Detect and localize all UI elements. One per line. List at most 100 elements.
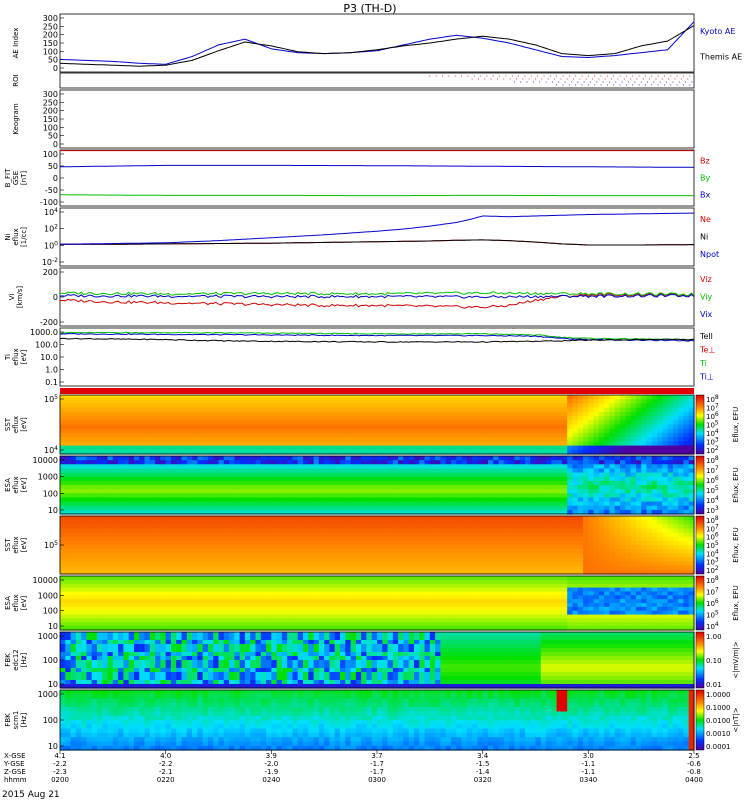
heatmap-cell — [477, 528, 484, 534]
heatmap-cell — [688, 501, 695, 507]
heatmap-cell — [614, 395, 621, 400]
heatmap-cell — [334, 456, 341, 461]
heatmap-cell — [377, 545, 383, 550]
heatmap-cell — [477, 520, 484, 525]
heatmap-cell — [223, 501, 230, 507]
heatmap-cell — [139, 565, 146, 571]
heatmap-cell — [456, 464, 463, 470]
heatmap-cell — [646, 456, 653, 461]
roi-marker — [602, 81, 604, 83]
heatmap-cell — [91, 468, 98, 474]
heatmap-cell — [313, 520, 320, 525]
heatmap-cell — [366, 407, 373, 413]
heatmap-cell — [614, 449, 621, 455]
heatmap-cell — [514, 407, 521, 413]
heatmap-cell — [155, 460, 161, 465]
heatmap-cell — [530, 545, 537, 550]
heatmap-cell — [276, 485, 283, 490]
heatmap-cell — [176, 545, 183, 550]
heatmap-cell — [133, 561, 140, 567]
heatmap-cell — [276, 561, 283, 567]
heatmap-cell — [556, 437, 563, 442]
heatmap-cell — [514, 497, 521, 503]
heatmap-cell — [546, 485, 552, 490]
heatmap-cell — [181, 464, 188, 470]
heatmap-cell — [239, 561, 246, 567]
heatmap-cell — [593, 472, 600, 478]
heatmap-cell — [181, 449, 188, 455]
y-tick-label: 50 — [48, 132, 58, 141]
heatmap-cell — [292, 480, 299, 486]
heatmap-cell — [630, 432, 637, 438]
heatmap-cell — [456, 420, 463, 426]
heatmap-cell — [572, 493, 579, 499]
heatmap-cell — [170, 565, 177, 571]
heatmap-cell — [350, 456, 357, 461]
heatmap-cell — [91, 472, 98, 478]
heatmap-cell — [646, 445, 653, 451]
heatmap-cell — [461, 428, 468, 434]
heatmap-cell — [456, 545, 463, 550]
heatmap-cell — [96, 505, 103, 511]
heatmap-cell — [450, 540, 457, 546]
heatmap-cell — [641, 497, 648, 503]
heatmap-cell — [509, 569, 515, 575]
heatmap-cell — [350, 540, 357, 546]
heatmap-cell — [123, 489, 130, 494]
heatmap-cell — [530, 424, 537, 430]
heatmap-cell — [609, 399, 616, 405]
heatmap-cell — [572, 480, 579, 486]
heatmap-cell — [223, 493, 230, 499]
heatmap-cell — [244, 520, 251, 525]
heatmap-cell — [630, 460, 637, 465]
heatmap-cell — [91, 489, 98, 494]
heatmap-cell — [160, 553, 167, 559]
heatmap-cell — [498, 532, 505, 538]
heatmap-cell — [308, 464, 315, 470]
heatmap-cell — [530, 493, 537, 499]
heatmap-cell — [96, 407, 103, 413]
heatmap-cell — [477, 480, 484, 486]
y-label-velocity: Vi [km/s] — [8, 286, 24, 309]
heatmap-cell — [313, 468, 320, 474]
heatmap-cell — [292, 460, 299, 465]
heatmap-cell — [482, 437, 489, 442]
heatmap-cell — [498, 501, 505, 507]
heatmap-cell — [450, 399, 457, 405]
heatmap-cell — [60, 561, 66, 567]
heatmap-cell — [625, 420, 632, 426]
heatmap-cell — [165, 545, 172, 550]
heatmap-cell — [604, 432, 611, 438]
heatmap-cell — [128, 403, 135, 409]
heatmap-cell — [239, 540, 246, 546]
heatmap-cell — [102, 557, 109, 563]
heatmap-cell — [487, 516, 494, 521]
heatmap-cell — [266, 395, 272, 400]
heatmap-cell — [160, 509, 167, 515]
heatmap-cell — [413, 565, 420, 571]
heatmap-cell — [86, 441, 93, 447]
heatmap-cell — [170, 428, 177, 434]
heatmap-cell — [477, 524, 484, 530]
heatmap-cell — [250, 441, 257, 447]
heatmap-cell — [207, 437, 214, 442]
heatmap-cell — [403, 449, 410, 455]
heatmap-cell — [292, 424, 299, 430]
heatmap-cell — [398, 403, 405, 409]
heatmap-cell — [202, 403, 209, 409]
heatmap-cell — [419, 468, 426, 474]
heatmap-cell — [60, 420, 66, 426]
heatmap-cell — [672, 464, 679, 470]
heatmap-cell — [139, 485, 146, 490]
heatmap-cell — [303, 497, 309, 503]
heatmap-cell — [313, 524, 320, 530]
heatmap-cell — [630, 437, 637, 442]
heatmap-cell — [65, 505, 72, 511]
panel-frame — [59, 89, 695, 149]
heatmap-cell — [551, 561, 558, 567]
heatmap-cell — [593, 445, 600, 451]
y-tick-label: 10 — [48, 506, 58, 515]
heatmap-cell — [546, 524, 552, 530]
heatmap-cell — [287, 449, 294, 455]
heatmap-cell — [361, 472, 368, 478]
